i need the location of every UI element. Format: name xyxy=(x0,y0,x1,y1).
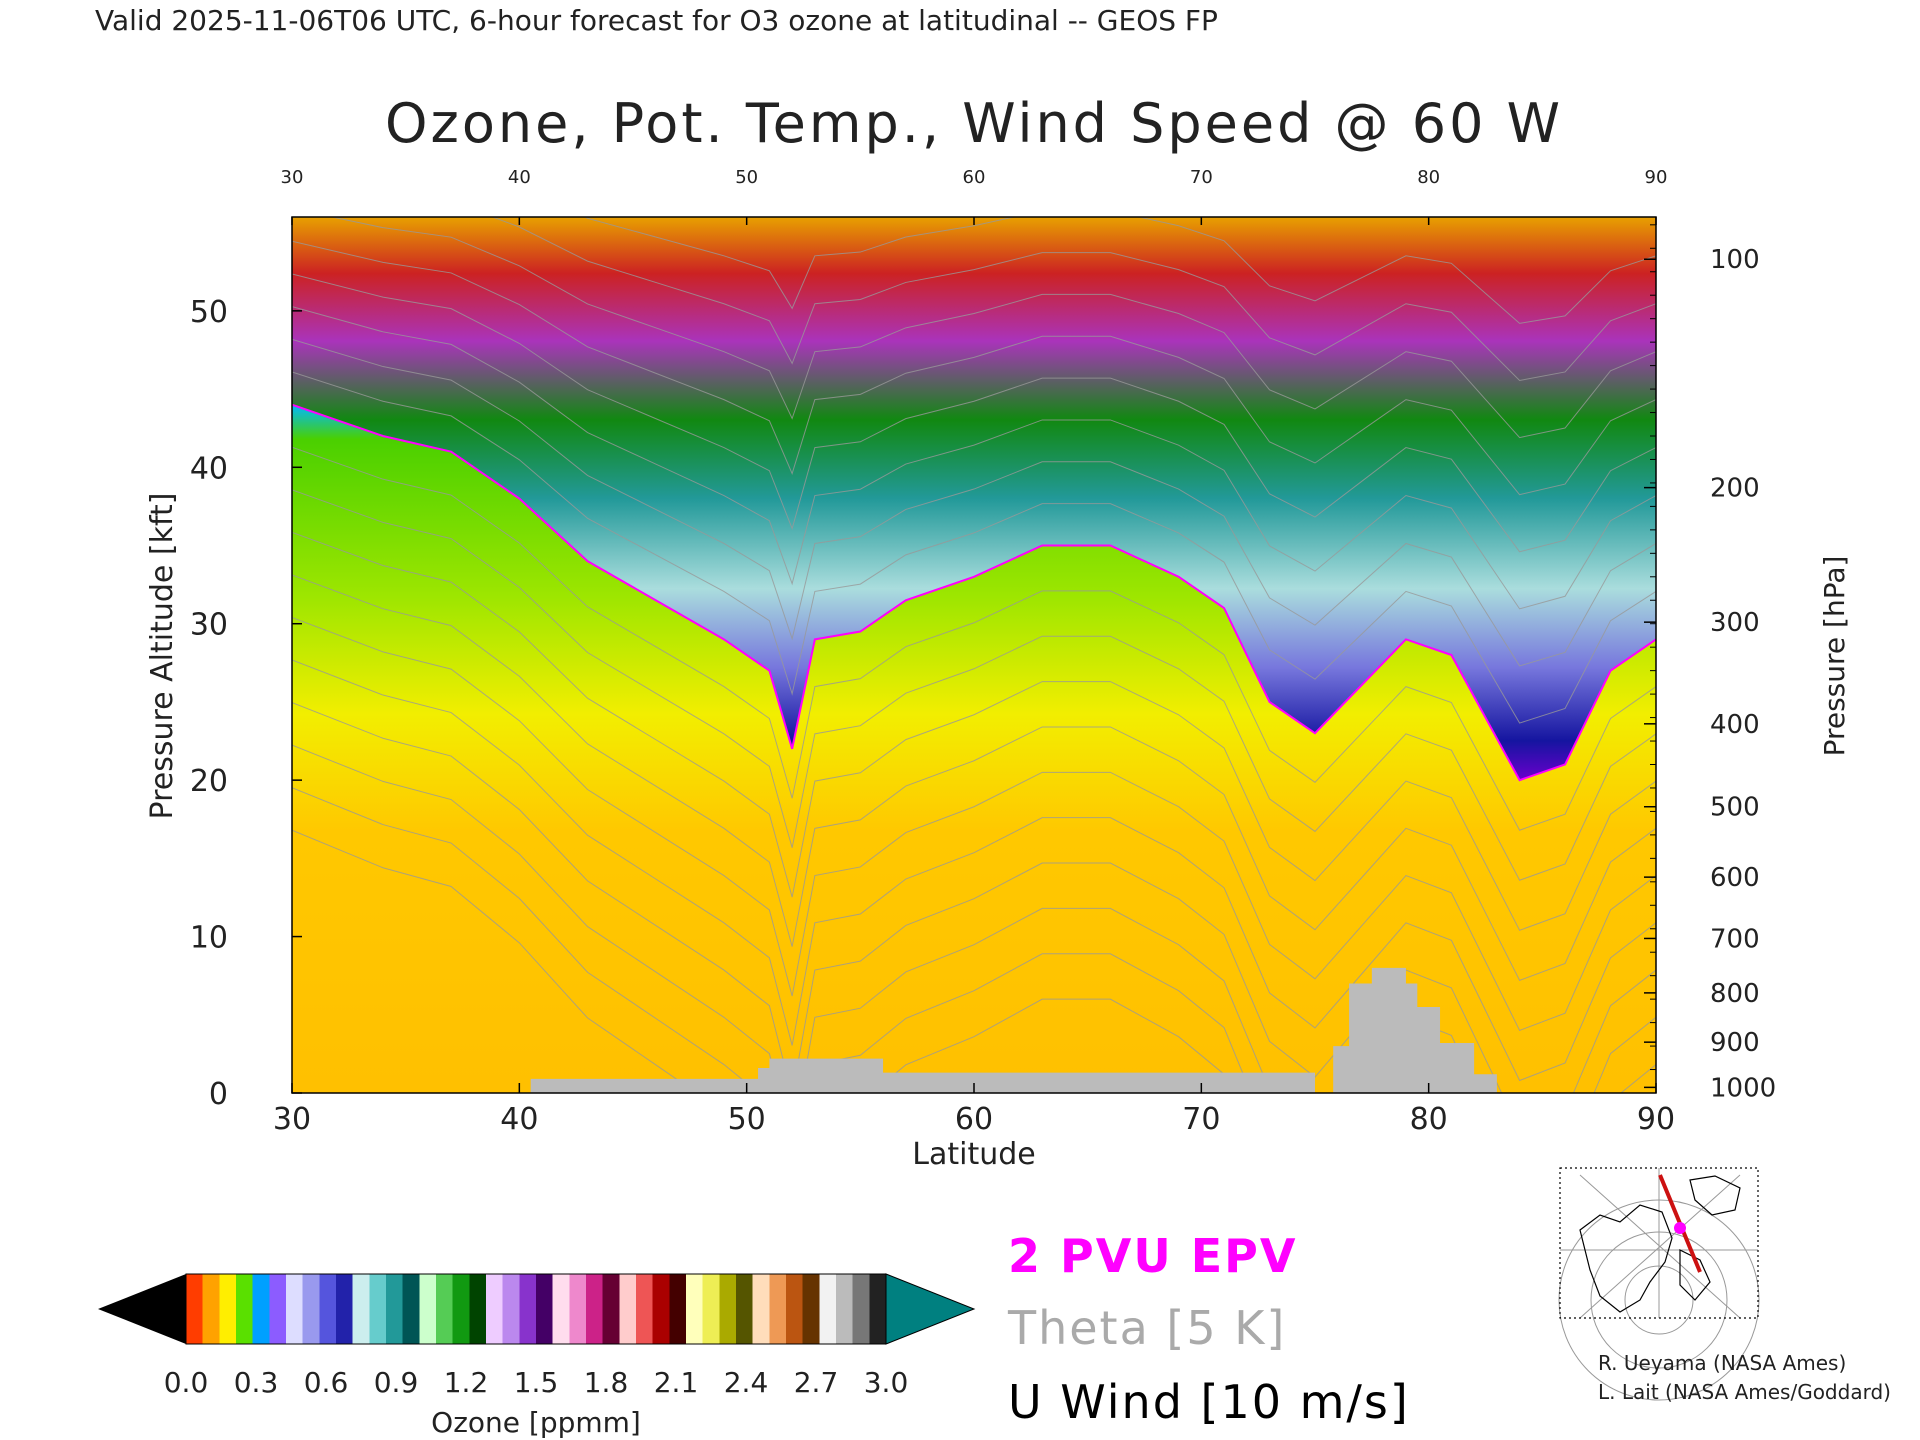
colorbar-tick-label: 0.6 xyxy=(304,1366,349,1399)
theta-contour-line xyxy=(292,829,1233,1093)
y-tick-label: 40 xyxy=(190,451,228,486)
terrain xyxy=(530,967,1497,1093)
y-tick-label: 0 xyxy=(209,1077,228,1112)
legend-entry: Theta [5 K] xyxy=(1007,1301,1286,1355)
colorbar: 0.0 0.3 0.6 0.9 1.2 1.5 1.8 2.1 2.4 2.7 3.0 Ozone … xyxy=(98,1273,976,1439)
troposphere-ozone-field xyxy=(292,404,1656,1093)
y-axis-label: Pressure Altitude [kft] xyxy=(145,493,180,820)
top-x-tick-label: 70 xyxy=(1190,167,1213,188)
colorbar-tick-label: 0.3 xyxy=(234,1366,279,1399)
theta-contour-line xyxy=(292,240,1656,496)
colorbar-tick-label: 0.9 xyxy=(374,1366,419,1399)
colorbar-tick-label: 2.1 xyxy=(654,1366,699,1399)
colorbar-swatches xyxy=(185,1273,887,1345)
theta-contours xyxy=(292,217,1656,1093)
theta-contour-line xyxy=(292,306,1656,610)
pressure-tick-label: 400 xyxy=(1710,710,1760,740)
legend-entry: 2 PVU EPV xyxy=(1008,1229,1297,1283)
legend-entry: U Wind [10 m/s] xyxy=(1008,1375,1410,1429)
theta-contour-line xyxy=(292,616,1656,1032)
colorbar-tick-label: 1.8 xyxy=(584,1366,629,1399)
x-tick-label: 60 xyxy=(955,1102,993,1137)
pressure-tick-label: 600 xyxy=(1710,863,1760,893)
colorbar-under-arrow xyxy=(98,1274,186,1344)
x-axis: 30 40 50 60 70 80 90 xyxy=(273,1083,1675,1137)
y-tick-label: 30 xyxy=(190,608,228,643)
x-tick-label: 30 xyxy=(273,1102,311,1137)
y-tick-label: 10 xyxy=(190,921,228,956)
credit-line-2: L. Lait (NASA Ames/Goddard) xyxy=(1598,1380,1891,1404)
x-tick-label: 40 xyxy=(500,1102,538,1137)
y-axis: 0 10 20 30 40 50 xyxy=(190,295,302,1112)
pressure-tick-label: 1000 xyxy=(1710,1073,1776,1103)
y-tick-label: 50 xyxy=(190,295,228,330)
top-x-tick-label: 50 xyxy=(735,167,758,188)
x-tick-label: 80 xyxy=(1410,1102,1448,1137)
location-inset-map xyxy=(1558,1167,1760,1401)
pressure-tick-label: 900 xyxy=(1710,1028,1760,1058)
colorbar-tick-label: 3.0 xyxy=(864,1366,909,1399)
x-tick-label: 50 xyxy=(728,1102,766,1137)
theta-contour-line xyxy=(292,446,1656,831)
pressure-axis: 1000 900 800 700 600 500 400 300 200 100 xyxy=(1644,224,1776,1103)
pressure-tick-label: 500 xyxy=(1710,793,1760,823)
colorbar-tick-label: 1.5 xyxy=(514,1366,559,1399)
theta-contour-line xyxy=(292,787,1656,1093)
top-x-axis: 30 40 50 60 70 80 90 xyxy=(281,167,1668,225)
colorbar-tick-label: 1.2 xyxy=(444,1366,489,1399)
theta-contour-line xyxy=(292,489,1656,881)
theta-contour-line xyxy=(292,531,1656,931)
theta-contour-line xyxy=(292,574,1656,981)
top-x-tick-label: 40 xyxy=(508,167,531,188)
pressure-tick-label: 200 xyxy=(1710,474,1760,504)
stratosphere-ozone-field xyxy=(292,217,1656,781)
top-x-tick-label: 60 xyxy=(963,167,986,188)
theta-contour-line xyxy=(491,217,1656,382)
pressure-tick-label: 700 xyxy=(1710,924,1760,954)
colorbar-tick-label: 0.0 xyxy=(164,1366,209,1399)
colorbar-over-arrow xyxy=(885,1273,976,1345)
legend: 2 PVU EPV Theta [5 K] U Wind [10 m/s] xyxy=(1007,1229,1410,1429)
pressure-tick-label: 300 xyxy=(1710,608,1760,638)
theta-contour-line xyxy=(292,371,1656,724)
colorbar-ticks: 0.0 0.3 0.6 0.9 1.2 1.5 1.8 2.1 2.4 2.7 3.0 xyxy=(164,1366,909,1399)
credit-line-1: R. Ueyama (NASA Ames) xyxy=(1598,1351,1846,1375)
chart-title: Ozone, Pot. Temp., Wind Speed @ 60 W xyxy=(385,92,1563,155)
y-tick-label: 20 xyxy=(190,764,228,799)
plot-area xyxy=(292,217,1656,1093)
pressure-tick-label: 100 xyxy=(1710,245,1760,275)
colorbar-tick-label: 2.4 xyxy=(724,1366,769,1399)
theta-contour-line xyxy=(292,273,1656,553)
x-tick-label: 70 xyxy=(1182,1102,1220,1137)
valid-time-header: Valid 2025-11-06T06 UTC, 6-hour forecast… xyxy=(95,4,1218,37)
theta-contour-line xyxy=(329,217,1656,439)
pvu-2-contour xyxy=(292,403,1656,782)
x-axis-label: Latitude xyxy=(912,1137,1035,1172)
theta-contour-line xyxy=(292,338,1656,667)
top-x-tick-label: 30 xyxy=(281,167,304,188)
colorbar-label: Ozone [ppmm] xyxy=(431,1406,641,1439)
pressure-tick-label: 800 xyxy=(1710,979,1760,1009)
pressure-axis-label: Pressure [hPa] xyxy=(1818,556,1851,757)
theta-contour-line xyxy=(292,702,1656,1093)
theta-contour-line xyxy=(292,659,1656,1082)
colorbar-tick-label: 2.7 xyxy=(794,1366,839,1399)
x-tick-label: 90 xyxy=(1637,1102,1675,1137)
top-x-tick-label: 90 xyxy=(1645,167,1668,188)
location-marker xyxy=(1674,1222,1686,1234)
theta-contour-line xyxy=(583,217,1656,324)
top-x-tick-label: 80 xyxy=(1417,167,1440,188)
